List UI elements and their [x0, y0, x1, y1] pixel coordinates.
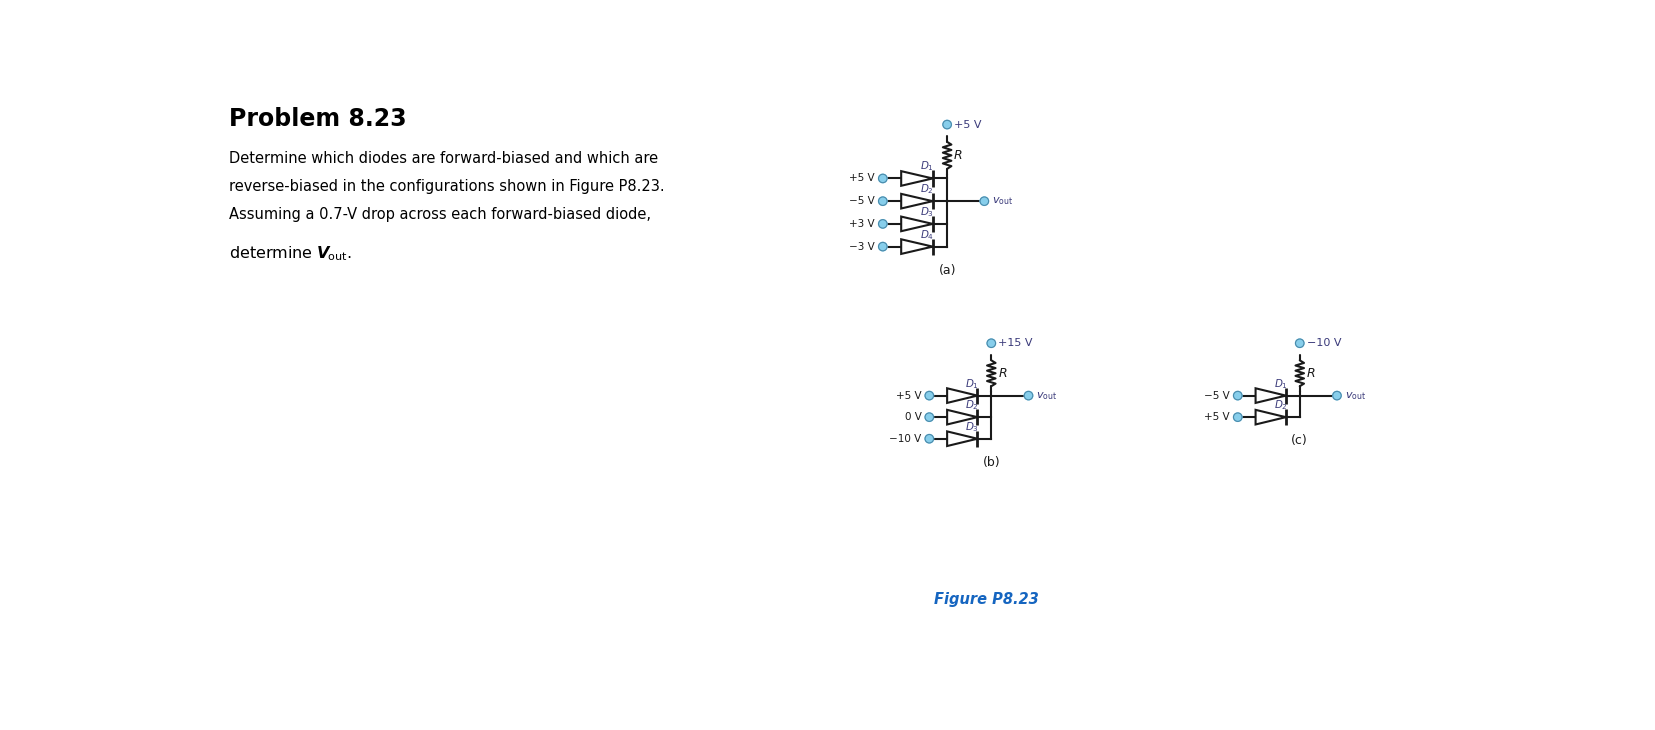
Text: $v_\mathrm{out}$: $v_\mathrm{out}$ [991, 195, 1013, 207]
Text: $v_\mathrm{out}$: $v_\mathrm{out}$ [1344, 390, 1365, 402]
Circle shape [980, 197, 988, 205]
Polygon shape [1254, 410, 1284, 424]
Text: (b): (b) [981, 456, 1000, 469]
Circle shape [1294, 339, 1302, 347]
Text: $D_{2}$: $D_{2}$ [920, 182, 933, 196]
Text: +5 V: +5 V [849, 174, 874, 183]
Circle shape [986, 339, 995, 347]
Text: R: R [998, 366, 1006, 380]
Polygon shape [900, 194, 932, 209]
Circle shape [925, 391, 933, 400]
Text: determine $\boldsymbol{V}_{\!\mathrm{out}}$.: determine $\boldsymbol{V}_{\!\mathrm{out… [228, 245, 351, 263]
Circle shape [1233, 391, 1241, 400]
Text: +5 V: +5 V [1203, 412, 1230, 422]
Circle shape [925, 413, 933, 421]
Text: R: R [1306, 366, 1314, 380]
Text: Problem 8.23: Problem 8.23 [228, 107, 405, 131]
Text: −10 V: −10 V [1306, 338, 1341, 348]
Text: −5 V: −5 V [849, 196, 874, 206]
Text: Figure P8.23: Figure P8.23 [933, 592, 1038, 607]
Polygon shape [900, 171, 932, 185]
Circle shape [925, 434, 933, 443]
Polygon shape [947, 388, 976, 403]
Text: $D_{3}$: $D_{3}$ [965, 420, 978, 434]
Text: $D_{3}$: $D_{3}$ [920, 205, 933, 219]
Text: +5 V: +5 V [953, 120, 981, 129]
Text: −3 V: −3 V [849, 242, 874, 252]
Text: $D_{2}$: $D_{2}$ [965, 399, 978, 412]
Text: reverse-biased in the configurations shown in Figure P8.23.: reverse-biased in the configurations sho… [228, 179, 664, 194]
Text: $v_\mathrm{out}$: $v_\mathrm{out}$ [1036, 390, 1058, 402]
Circle shape [942, 120, 952, 128]
Polygon shape [1254, 388, 1284, 403]
Text: +3 V: +3 V [849, 219, 874, 229]
Circle shape [1233, 413, 1241, 421]
Circle shape [879, 174, 887, 182]
Text: R: R [953, 149, 962, 162]
Text: $D_{1}$: $D_{1}$ [920, 160, 933, 174]
Text: +15 V: +15 V [998, 338, 1033, 348]
Text: $D_{2}$: $D_{2}$ [1273, 399, 1286, 412]
Circle shape [879, 197, 887, 205]
Circle shape [879, 220, 887, 228]
Text: Assuming a 0.7-V drop across each forward-biased diode,: Assuming a 0.7-V drop across each forwar… [228, 207, 650, 222]
Circle shape [1332, 391, 1341, 400]
Text: −5 V: −5 V [1203, 391, 1230, 401]
Text: $D_{4}$: $D_{4}$ [920, 228, 933, 242]
Polygon shape [947, 431, 976, 446]
Polygon shape [947, 410, 976, 424]
Circle shape [1024, 391, 1033, 400]
Text: $D_{1}$: $D_{1}$ [1273, 377, 1288, 391]
Text: +5 V: +5 V [895, 391, 920, 401]
Text: Determine which diodes are forward-biased and which are: Determine which diodes are forward-biase… [228, 150, 657, 166]
Polygon shape [900, 217, 932, 231]
Text: −10 V: −10 V [889, 434, 920, 444]
Polygon shape [900, 239, 932, 254]
Text: 0 V: 0 V [904, 412, 920, 422]
Text: $D_{1}$: $D_{1}$ [965, 377, 978, 391]
Text: (c): (c) [1291, 434, 1307, 447]
Text: (a): (a) [938, 264, 955, 277]
Circle shape [879, 242, 887, 251]
